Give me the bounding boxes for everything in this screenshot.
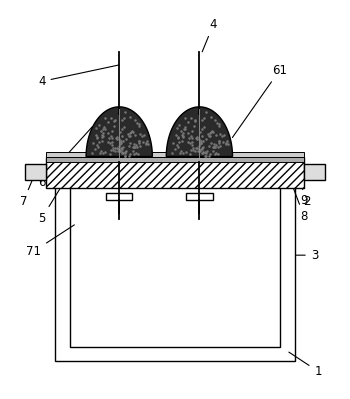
Text: 6: 6	[38, 127, 92, 189]
Bar	[106, 193, 132, 200]
Polygon shape	[86, 107, 152, 156]
Text: 7: 7	[20, 179, 33, 208]
Text: 4: 4	[38, 65, 119, 88]
Bar	[186, 193, 213, 200]
Text: 5: 5	[38, 158, 79, 225]
Bar	[46, 156, 304, 162]
Bar	[55, 154, 295, 361]
Text: 3: 3	[296, 249, 318, 262]
Text: 8: 8	[284, 164, 308, 223]
Text: 4: 4	[202, 18, 217, 52]
Bar	[46, 152, 304, 156]
Bar	[25, 164, 46, 180]
Text: 1: 1	[289, 352, 322, 378]
Text: 2: 2	[291, 154, 310, 208]
Text: 71: 71	[26, 225, 74, 258]
Text: 9: 9	[284, 156, 308, 207]
Polygon shape	[166, 107, 232, 156]
Bar	[304, 164, 325, 180]
Text: 61: 61	[232, 64, 287, 138]
Bar	[46, 156, 304, 188]
Bar	[70, 172, 280, 347]
